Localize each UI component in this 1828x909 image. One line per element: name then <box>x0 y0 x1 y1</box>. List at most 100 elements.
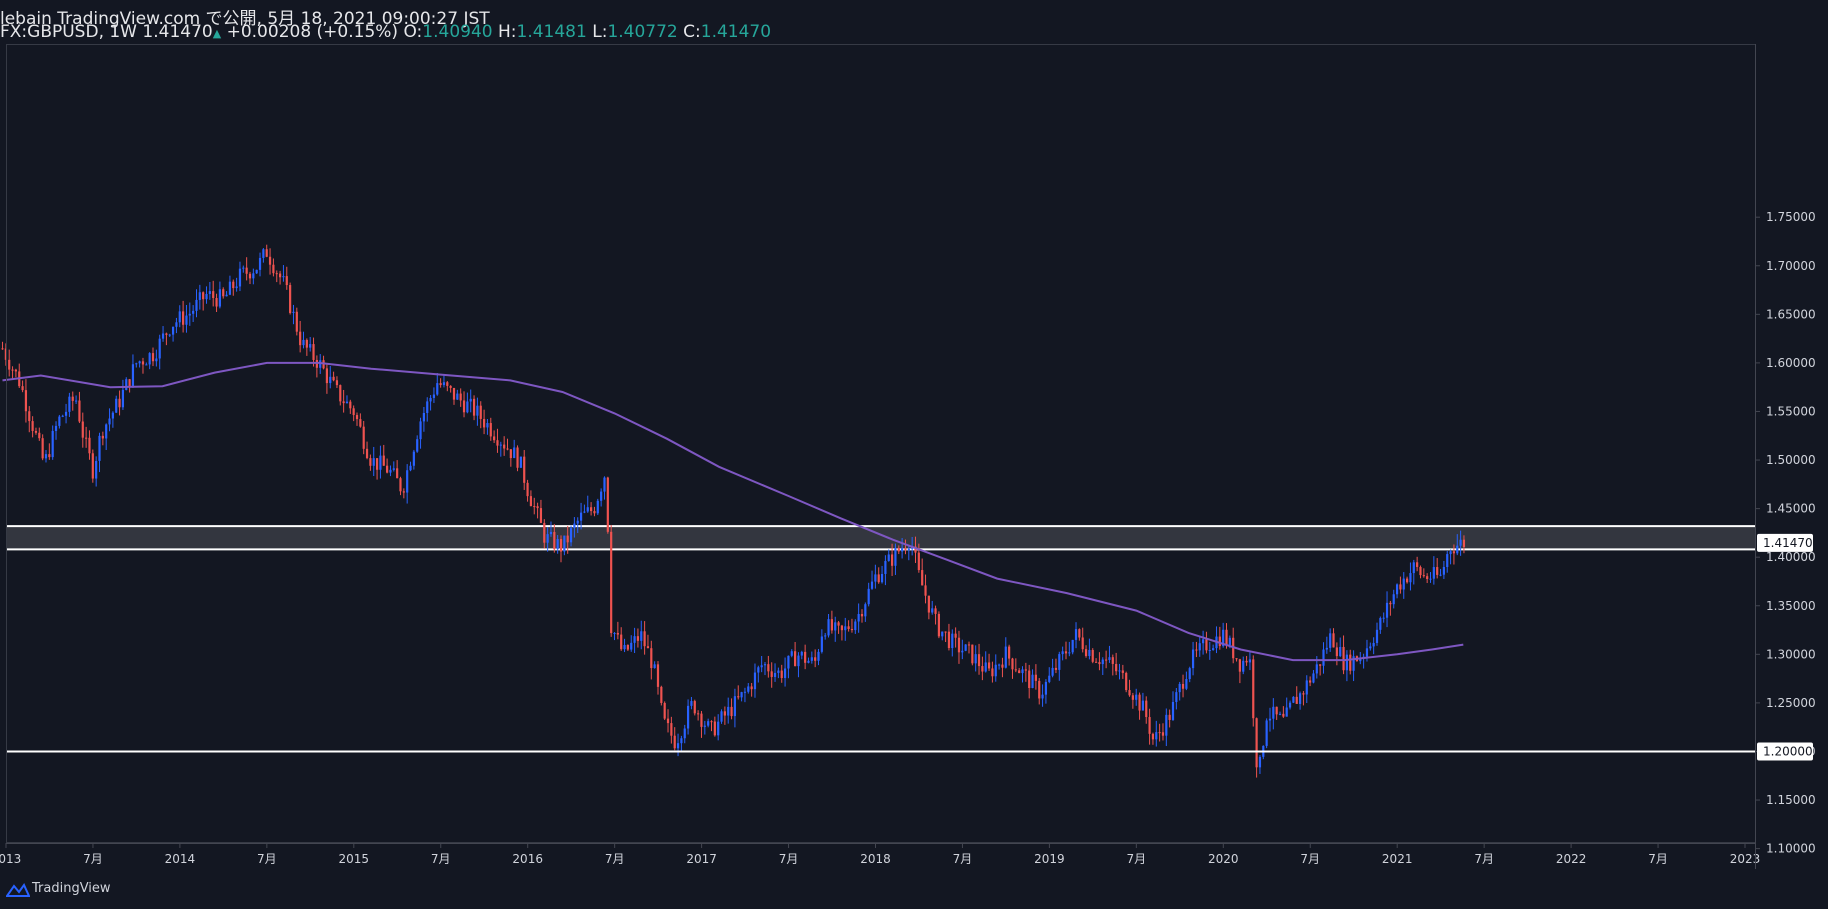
candle-body <box>34 430 38 433</box>
candle-body <box>1278 713 1282 715</box>
candle-body <box>1265 720 1268 746</box>
candle-body <box>854 621 857 631</box>
resistance-zone[interactable] <box>6 525 1755 551</box>
candle-body <box>1345 654 1349 671</box>
candle-body <box>921 570 924 586</box>
candle-body <box>616 632 619 635</box>
candle-body <box>14 369 17 372</box>
candle-body <box>1205 639 1208 651</box>
time-axis[interactable]: 2013 7月 2014 7月 2015 7月 2016 7月 2017 7月 2018 7月 2019… <box>0 843 1760 866</box>
candle-body <box>215 298 218 307</box>
candle-body <box>640 631 643 641</box>
candle-body <box>1014 669 1017 671</box>
candle-body <box>1034 674 1037 681</box>
price-tag-label: 1.20000 <box>1763 744 1813 758</box>
candle-body <box>392 468 395 470</box>
up-arrow-icon: ▲ <box>212 27 222 40</box>
candle-body <box>800 651 803 656</box>
candle-body <box>1208 650 1211 652</box>
candle-body <box>228 281 232 295</box>
candle-body <box>108 418 111 425</box>
candle-body <box>1024 669 1027 671</box>
candle-body <box>299 331 302 346</box>
candle-body <box>1011 658 1014 670</box>
candle-body <box>569 528 573 543</box>
candle-body <box>1061 651 1064 655</box>
candle-body <box>1151 733 1155 740</box>
candle-body <box>987 662 991 669</box>
candle-body <box>258 257 262 270</box>
candle-body <box>399 478 402 492</box>
candle-body <box>1432 567 1435 579</box>
x-tick-label: 7月 <box>779 852 799 866</box>
candle-body <box>870 581 874 589</box>
candle-body <box>1158 732 1161 734</box>
candle-body <box>1008 646 1011 659</box>
candle-body <box>309 344 312 348</box>
candle-body <box>1375 629 1379 643</box>
candle-body <box>1121 670 1124 673</box>
tradingview-footer[interactable]: TradingView <box>0 878 300 904</box>
candle-body <box>105 424 108 439</box>
candle-body <box>777 670 780 673</box>
candle-body <box>1395 584 1399 595</box>
candle-body <box>1292 696 1295 703</box>
candle-body <box>516 447 519 468</box>
candle-body <box>252 273 255 279</box>
candle-body <box>135 363 138 365</box>
candle-body <box>138 361 141 364</box>
candle-body <box>285 276 288 286</box>
candle-body <box>830 619 833 631</box>
candle-body <box>188 313 191 316</box>
candle-body <box>359 419 362 427</box>
candle-body <box>727 706 730 716</box>
candle-body <box>386 465 389 473</box>
candle-body <box>329 376 332 384</box>
candle-body <box>242 267 245 269</box>
chart-pane[interactable] <box>6 44 1756 843</box>
candle-body <box>1285 707 1288 717</box>
candle-body <box>1074 629 1078 640</box>
candle-body <box>422 412 425 422</box>
candle-body <box>884 560 887 574</box>
candle-body <box>1312 673 1315 683</box>
candle-body <box>887 554 890 561</box>
candle-body <box>509 449 512 459</box>
symbol-label[interactable]: FX:GBPUSD, 1W <box>0 22 137 42</box>
price-tag-box <box>1757 533 1813 552</box>
x-tick-label: 2017 <box>686 852 717 866</box>
candle-body <box>750 686 753 690</box>
candle-body <box>4 348 7 360</box>
candle-body <box>1309 680 1312 683</box>
candle-body <box>1252 659 1255 719</box>
x-tick-label: 2018 <box>860 852 891 866</box>
candle-body <box>28 411 31 422</box>
candle-body <box>489 423 492 437</box>
candle-body <box>1081 637 1084 650</box>
candle-body <box>1322 649 1325 666</box>
candle-body <box>780 670 783 679</box>
candle-body <box>723 711 726 716</box>
candle-body <box>503 444 506 449</box>
x-tick-label: 7月 <box>953 852 973 866</box>
candle-body <box>121 389 125 408</box>
candle-body <box>984 662 987 672</box>
candle-body <box>195 299 198 311</box>
candle-body <box>636 636 640 641</box>
price-axis[interactable]: 1.75000 1.70000 1.65000 1.60000 1.55000 1.500… <box>1755 210 1816 856</box>
candle-body <box>623 645 626 650</box>
candle-body <box>125 379 128 390</box>
candle-body <box>710 721 713 723</box>
candle-body <box>506 448 509 450</box>
candle-body <box>325 368 329 384</box>
candle-body <box>1352 656 1355 671</box>
candle-body <box>817 651 820 661</box>
candle-body <box>894 548 897 566</box>
candle-body <box>974 654 977 664</box>
candle-body <box>827 619 830 636</box>
candle-body <box>964 644 967 651</box>
candle-body <box>31 421 34 431</box>
candle-body <box>175 322 178 327</box>
candle-body <box>349 401 352 409</box>
